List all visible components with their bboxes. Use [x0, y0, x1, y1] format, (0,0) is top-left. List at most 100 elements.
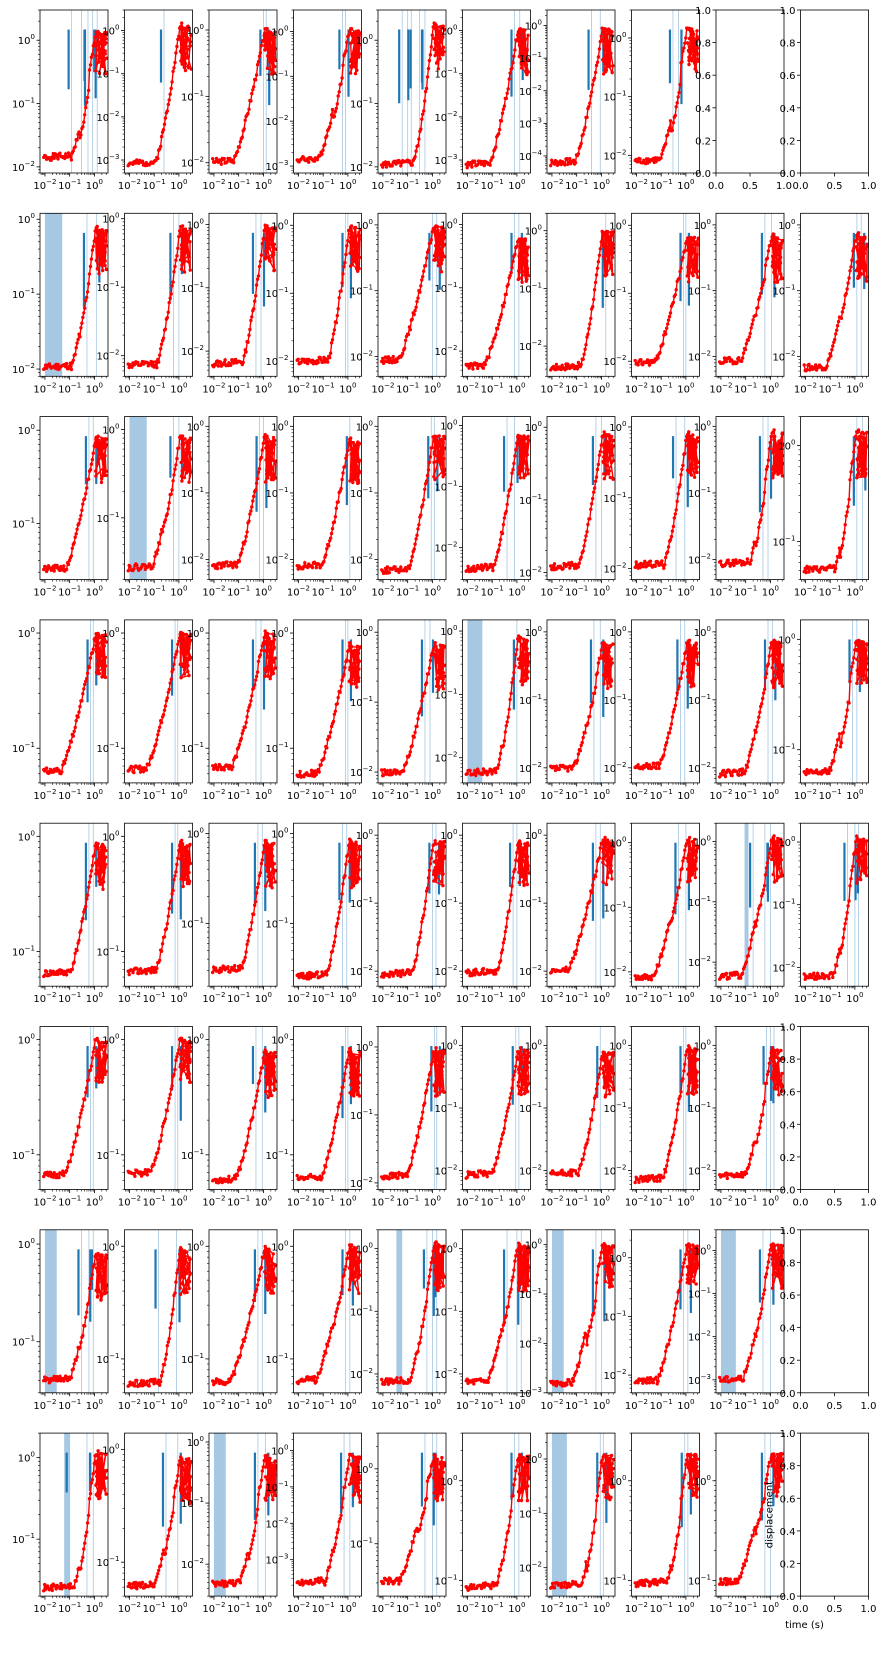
data-point: [666, 133, 670, 137]
data-point: [525, 270, 530, 275]
data-point: [264, 458, 268, 462]
data-point: [426, 66, 431, 71]
data-point: [303, 561, 307, 565]
data-point: [693, 466, 697, 470]
data-point: [601, 243, 605, 248]
data-point: [442, 437, 446, 441]
data-point: [610, 255, 615, 260]
data-point: [696, 439, 700, 444]
data-point: [865, 242, 869, 246]
data-point: [842, 302, 846, 307]
data-point: [186, 664, 190, 668]
data-point: [156, 156, 160, 161]
data-point: [95, 633, 99, 638]
data-point: [249, 509, 253, 513]
data-point: [69, 740, 74, 744]
data-point: [605, 29, 609, 33]
x-tick-label: 10−1: [58, 381, 81, 395]
shaded-span: [129, 416, 147, 580]
data-point: [264, 236, 268, 241]
y-tick-label: 10−2: [350, 553, 373, 567]
data-point: [182, 475, 187, 480]
data-point: [77, 521, 81, 525]
data-point: [690, 244, 694, 248]
data-point: [181, 444, 185, 448]
data-point: [772, 438, 776, 442]
data-point: [168, 296, 172, 300]
data-point: [508, 487, 512, 491]
y-tick-label: 100: [694, 218, 711, 232]
data-point: [776, 457, 780, 461]
data-point: [442, 255, 446, 259]
data-point: [414, 305, 418, 309]
data-point: [173, 60, 177, 65]
data-point: [686, 244, 691, 248]
data-point: [592, 288, 597, 292]
y-tick-label: 10−1: [688, 284, 711, 298]
data-point: [250, 315, 254, 319]
data-point: [440, 450, 445, 455]
data-point: [406, 332, 411, 337]
data-point: [587, 104, 591, 109]
data-point: [415, 299, 419, 304]
data-point: [426, 248, 431, 252]
data-point: [325, 547, 329, 551]
data-point: [177, 234, 181, 239]
y-tick-label: 10−2: [519, 339, 542, 353]
data-point: [690, 434, 694, 439]
data-point: [73, 145, 77, 149]
data-point: [72, 541, 76, 545]
data-point: [175, 456, 179, 461]
data-point: [63, 757, 68, 762]
plot-area: [211, 10, 277, 173]
data-point: [660, 559, 664, 563]
data-point: [695, 29, 699, 33]
data-point: [761, 501, 766, 506]
data-point: [598, 449, 602, 454]
x-tick-label: 10−1: [481, 178, 504, 192]
data-point: [852, 450, 856, 454]
data-point: [254, 294, 258, 298]
data-point: [858, 273, 863, 277]
data-point: [430, 33, 434, 37]
data-point: [515, 244, 519, 248]
data-point: [845, 287, 849, 291]
y-tick-label: 100: [271, 419, 288, 433]
data-point: [71, 149, 76, 153]
data-point: [589, 507, 593, 511]
data-point: [609, 460, 613, 465]
data-point: [496, 327, 500, 331]
data-point: [95, 245, 100, 249]
data-point: [756, 305, 760, 310]
y-tick-label: 10−1: [96, 741, 119, 755]
data-point: [858, 449, 862, 453]
data-point: [724, 359, 729, 364]
y-tick-label: 10−2: [688, 553, 711, 567]
data-point: [90, 248, 95, 252]
data-point: [267, 466, 271, 470]
data-point: [337, 296, 341, 300]
data-point: [772, 428, 776, 432]
data-point: [862, 268, 867, 273]
data-point: [693, 61, 698, 66]
data-point: [607, 469, 612, 473]
data-point: [147, 763, 151, 767]
data-point: [94, 469, 98, 473]
data-point: [413, 308, 417, 313]
data-point: [188, 657, 192, 662]
data-point: [483, 362, 487, 367]
data-point: [579, 555, 583, 559]
data-markers: [802, 231, 869, 373]
data-point: [180, 27, 184, 31]
data-point: [272, 268, 276, 273]
y-tick-label: 10−2: [96, 349, 119, 363]
data-point: [771, 254, 775, 258]
data-point: [596, 55, 601, 59]
data-point: [171, 667, 175, 672]
data-point: [78, 335, 82, 339]
data-point: [861, 235, 866, 240]
data-point: [689, 236, 693, 240]
